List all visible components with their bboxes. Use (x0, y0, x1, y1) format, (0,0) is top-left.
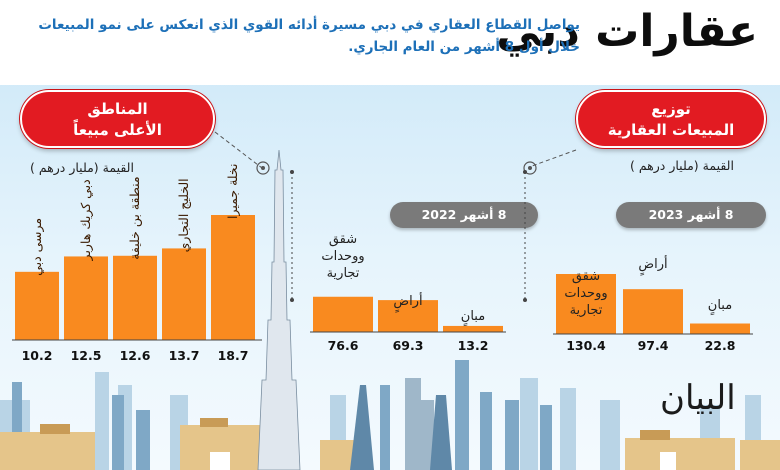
top-areas-unit-label: القيمة (مليار درهم ) (30, 160, 134, 175)
sales-2023-category-label: مبانٍ (708, 298, 732, 316)
top-area-value-label: 10.2 (22, 348, 53, 363)
sales-2023-bar (623, 289, 683, 334)
page-title: عقارات دبي (496, 6, 758, 57)
header (0, 0, 780, 85)
top-area-label: دبي كريك هاربر (78, 179, 94, 261)
top-areas-heading-line1: المناطق (87, 100, 148, 118)
sales-2023-category-label: شقق (572, 269, 600, 284)
top-area-label: نخلة جميرا (225, 164, 241, 219)
top-area-bar (113, 255, 157, 340)
period-2022-badge: 8 أشهر 2022 (390, 202, 538, 228)
al-bayan-logo: البيان (660, 378, 736, 418)
sales-2022-category-label: أراضٍ (393, 292, 422, 313)
sales-2022-value-label: 13.2 (458, 338, 489, 353)
top-area-bar (15, 271, 59, 340)
sales-2023-bar (556, 274, 616, 334)
sales-2022-category-label: شقق (329, 232, 357, 247)
distribution-heading-line2: المبيعات العقارية (607, 121, 735, 139)
distribution-heading: توزيع المبيعات العقارية (576, 90, 766, 148)
page-subtitle: يواصل القطاع العقاري في دبي مسيرة أدائه … (38, 17, 580, 55)
sales-2023-value-label: 22.8 (705, 338, 736, 353)
top-area-label: الخليج التجاري (176, 178, 192, 252)
period-2023-badge: 8 أشهر 2023 (616, 202, 766, 228)
sales-2023-category-label: تجارية (570, 303, 603, 318)
sales-2022-bar (378, 300, 438, 332)
sales-2023-value-label: 97.4 (638, 338, 669, 353)
distribution-unit-label: القيمة (مليار درهم ) (630, 158, 734, 173)
sales-2022-bar (313, 296, 373, 332)
sales-2022-category-label: مبانٍ (461, 309, 485, 327)
top-area-bar (162, 248, 206, 340)
top-area-bar (211, 215, 255, 340)
top-area-value-label: 12.6 (120, 348, 151, 363)
distribution-heading-line1: توزيع (651, 100, 691, 118)
sales-2023-value-label: 130.4 (566, 338, 606, 353)
top-areas-heading-line2: الأعلى مبيعاً (73, 121, 162, 139)
sales-2022-value-label: 69.3 (393, 338, 424, 353)
sales-2022-category-label: تجارية (327, 266, 360, 281)
top-area-bar (64, 256, 108, 340)
top-area-value-label: 18.7 (218, 348, 249, 363)
top-area-value-label: 12.5 (71, 348, 102, 363)
top-area-label: مرسى دبي (29, 218, 45, 276)
sales-2023-category-label: أراضٍ (638, 255, 667, 276)
top-area-label: منطقة بن خليفة (127, 176, 143, 259)
top-areas-heading: المناطق الأعلى مبيعاً (20, 90, 215, 148)
sales-2023-category-label: ووحدات (564, 286, 607, 301)
top-area-value-label: 13.7 (169, 348, 200, 363)
sales-2023-bar (690, 323, 750, 334)
sales-2022-value-label: 76.6 (328, 338, 359, 353)
sales-2022-bar (443, 325, 503, 332)
sales-2022-category-label: ووحدات (321, 249, 364, 264)
